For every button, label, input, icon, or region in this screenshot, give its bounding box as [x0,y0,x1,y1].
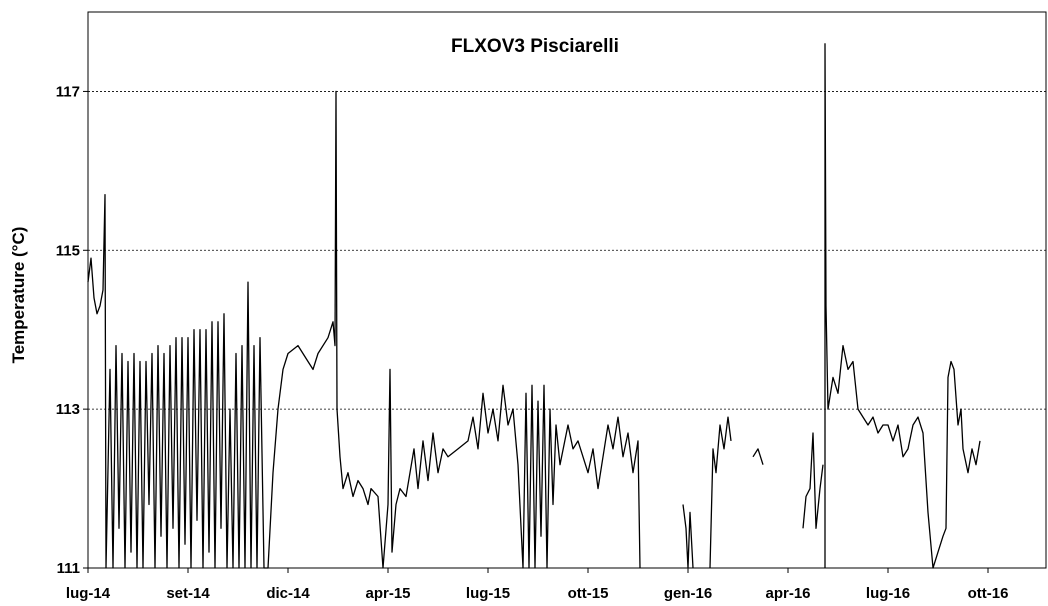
y-axis-label: Temperature (°C) [9,227,28,364]
y-tick-label: 113 [56,401,80,418]
x-tick-label: apr-16 [765,585,810,602]
x-tick-label: set-14 [166,585,210,602]
chart-title: FLXOV3 Pisciarelli [451,36,619,57]
x-tick-label: lug-14 [66,585,111,602]
y-tick-label: 111 [57,560,80,577]
x-tick-label: lug-16 [866,585,910,602]
x-tick-label: lug-15 [466,585,510,602]
temperature-line [87,43,981,569]
y-tick-label: 117 [56,83,80,100]
y-tick-label: 115 [56,242,80,259]
x-tick-label: ott-16 [968,585,1009,602]
x-tick-label: gen-16 [664,585,712,602]
x-tick-label: dic-14 [266,585,310,602]
x-tick-label: ott-15 [568,585,609,602]
x-tick-label: apr-15 [365,585,410,602]
